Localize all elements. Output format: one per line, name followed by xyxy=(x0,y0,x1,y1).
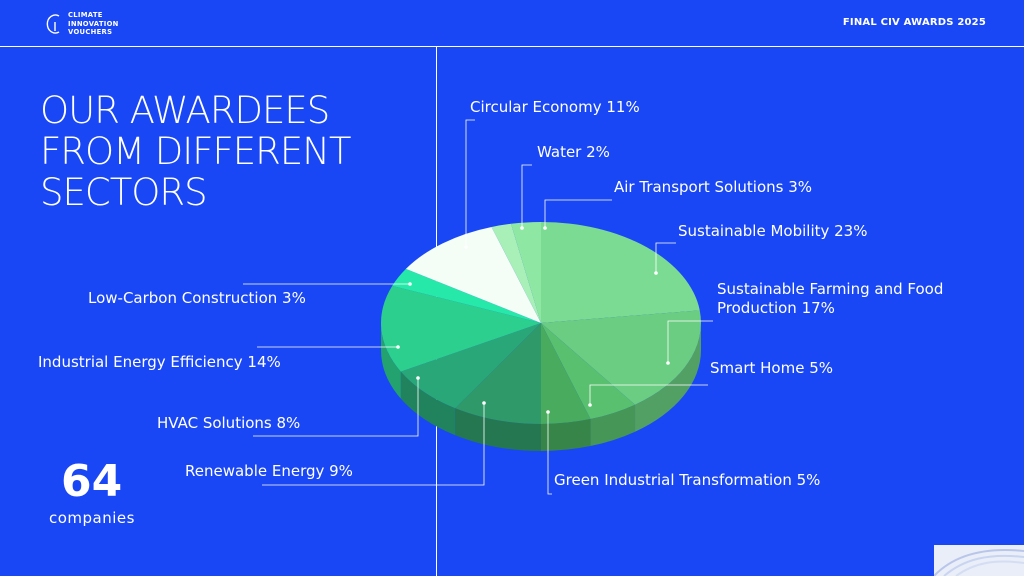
leader-line xyxy=(655,242,676,273)
pie-slice xyxy=(392,268,541,323)
slice-label: Production 17% xyxy=(717,299,835,317)
title-line: SECTORS xyxy=(40,171,208,214)
logo-mark-icon xyxy=(46,14,60,34)
pie-slice xyxy=(541,323,591,424)
pie-slice xyxy=(405,226,541,323)
leader-line xyxy=(521,164,532,228)
leader-dot xyxy=(546,410,550,414)
pie-slice xyxy=(491,223,541,323)
pie-slice xyxy=(541,323,636,420)
company-count: 64 xyxy=(61,456,123,507)
pie-slice xyxy=(541,222,700,323)
slice-label: Low-Carbon Construction 3% xyxy=(88,289,306,307)
page-title: OUR AWARDEES FROM DIFFERENT SECTORS xyxy=(40,89,352,214)
logo-line: CLIMATE xyxy=(68,11,103,19)
leader-line xyxy=(544,199,612,228)
slice-label: Smart Home 5% xyxy=(710,359,833,377)
leader-line xyxy=(589,384,708,405)
slice-label: Circular Economy 11% xyxy=(470,98,640,116)
leader-dot xyxy=(416,376,420,380)
header-divider xyxy=(0,46,1024,47)
pie-side-wall xyxy=(541,419,591,451)
leader-line xyxy=(667,320,713,363)
pie-slice xyxy=(511,222,541,323)
slice-label: HVAC Solutions 8% xyxy=(157,414,300,432)
pie-side-wall xyxy=(381,323,401,399)
slice-label: Air Transport Solutions 3% xyxy=(614,178,812,196)
pie-side-wall xyxy=(635,323,701,432)
event-title: FINAL CIV AWARDS 2025 xyxy=(842,17,986,28)
leader-dot xyxy=(543,226,547,230)
slice-label: Industrial Energy Efficiency 14% xyxy=(38,353,281,371)
slice-label: Water 2% xyxy=(537,143,610,161)
leader-line xyxy=(465,119,475,247)
slice-label: Sustainable Mobility 23% xyxy=(678,222,867,240)
logo-line: INNOVATION xyxy=(68,19,119,28)
leader-line xyxy=(262,403,485,486)
leader-dot xyxy=(654,271,658,275)
leader-line xyxy=(253,378,419,437)
pie-slice xyxy=(381,285,541,372)
leader-dot xyxy=(588,403,592,407)
decorative-graphic xyxy=(934,545,1024,576)
pie-side-wall xyxy=(400,371,456,436)
slice-label: Green Industrial Transformation 5% xyxy=(554,471,820,489)
slice-label: Renewable Energy 9% xyxy=(185,462,353,480)
leader-dot xyxy=(464,245,468,249)
pie-side-wall xyxy=(590,404,636,447)
leader-dot xyxy=(396,345,400,349)
leader-dot xyxy=(666,361,670,365)
logo: CLIMATE INNOVATION VOUCHERS xyxy=(46,11,119,37)
slice-label: Sustainable Farming and Food xyxy=(717,280,943,298)
pie-slice xyxy=(400,323,541,409)
leader-dot xyxy=(482,401,486,405)
title-line: OUR AWARDEES xyxy=(40,89,330,132)
leader-dot xyxy=(408,282,412,286)
logo-line: VOUCHERS xyxy=(68,28,113,37)
company-count-label: companies xyxy=(49,509,135,527)
leader-dot xyxy=(520,226,524,230)
pie-slice xyxy=(455,323,541,424)
title-line: FROM DIFFERENT xyxy=(40,130,352,173)
pie-side-wall xyxy=(455,408,541,451)
leader-line xyxy=(547,412,552,495)
pie-slice xyxy=(541,310,701,405)
